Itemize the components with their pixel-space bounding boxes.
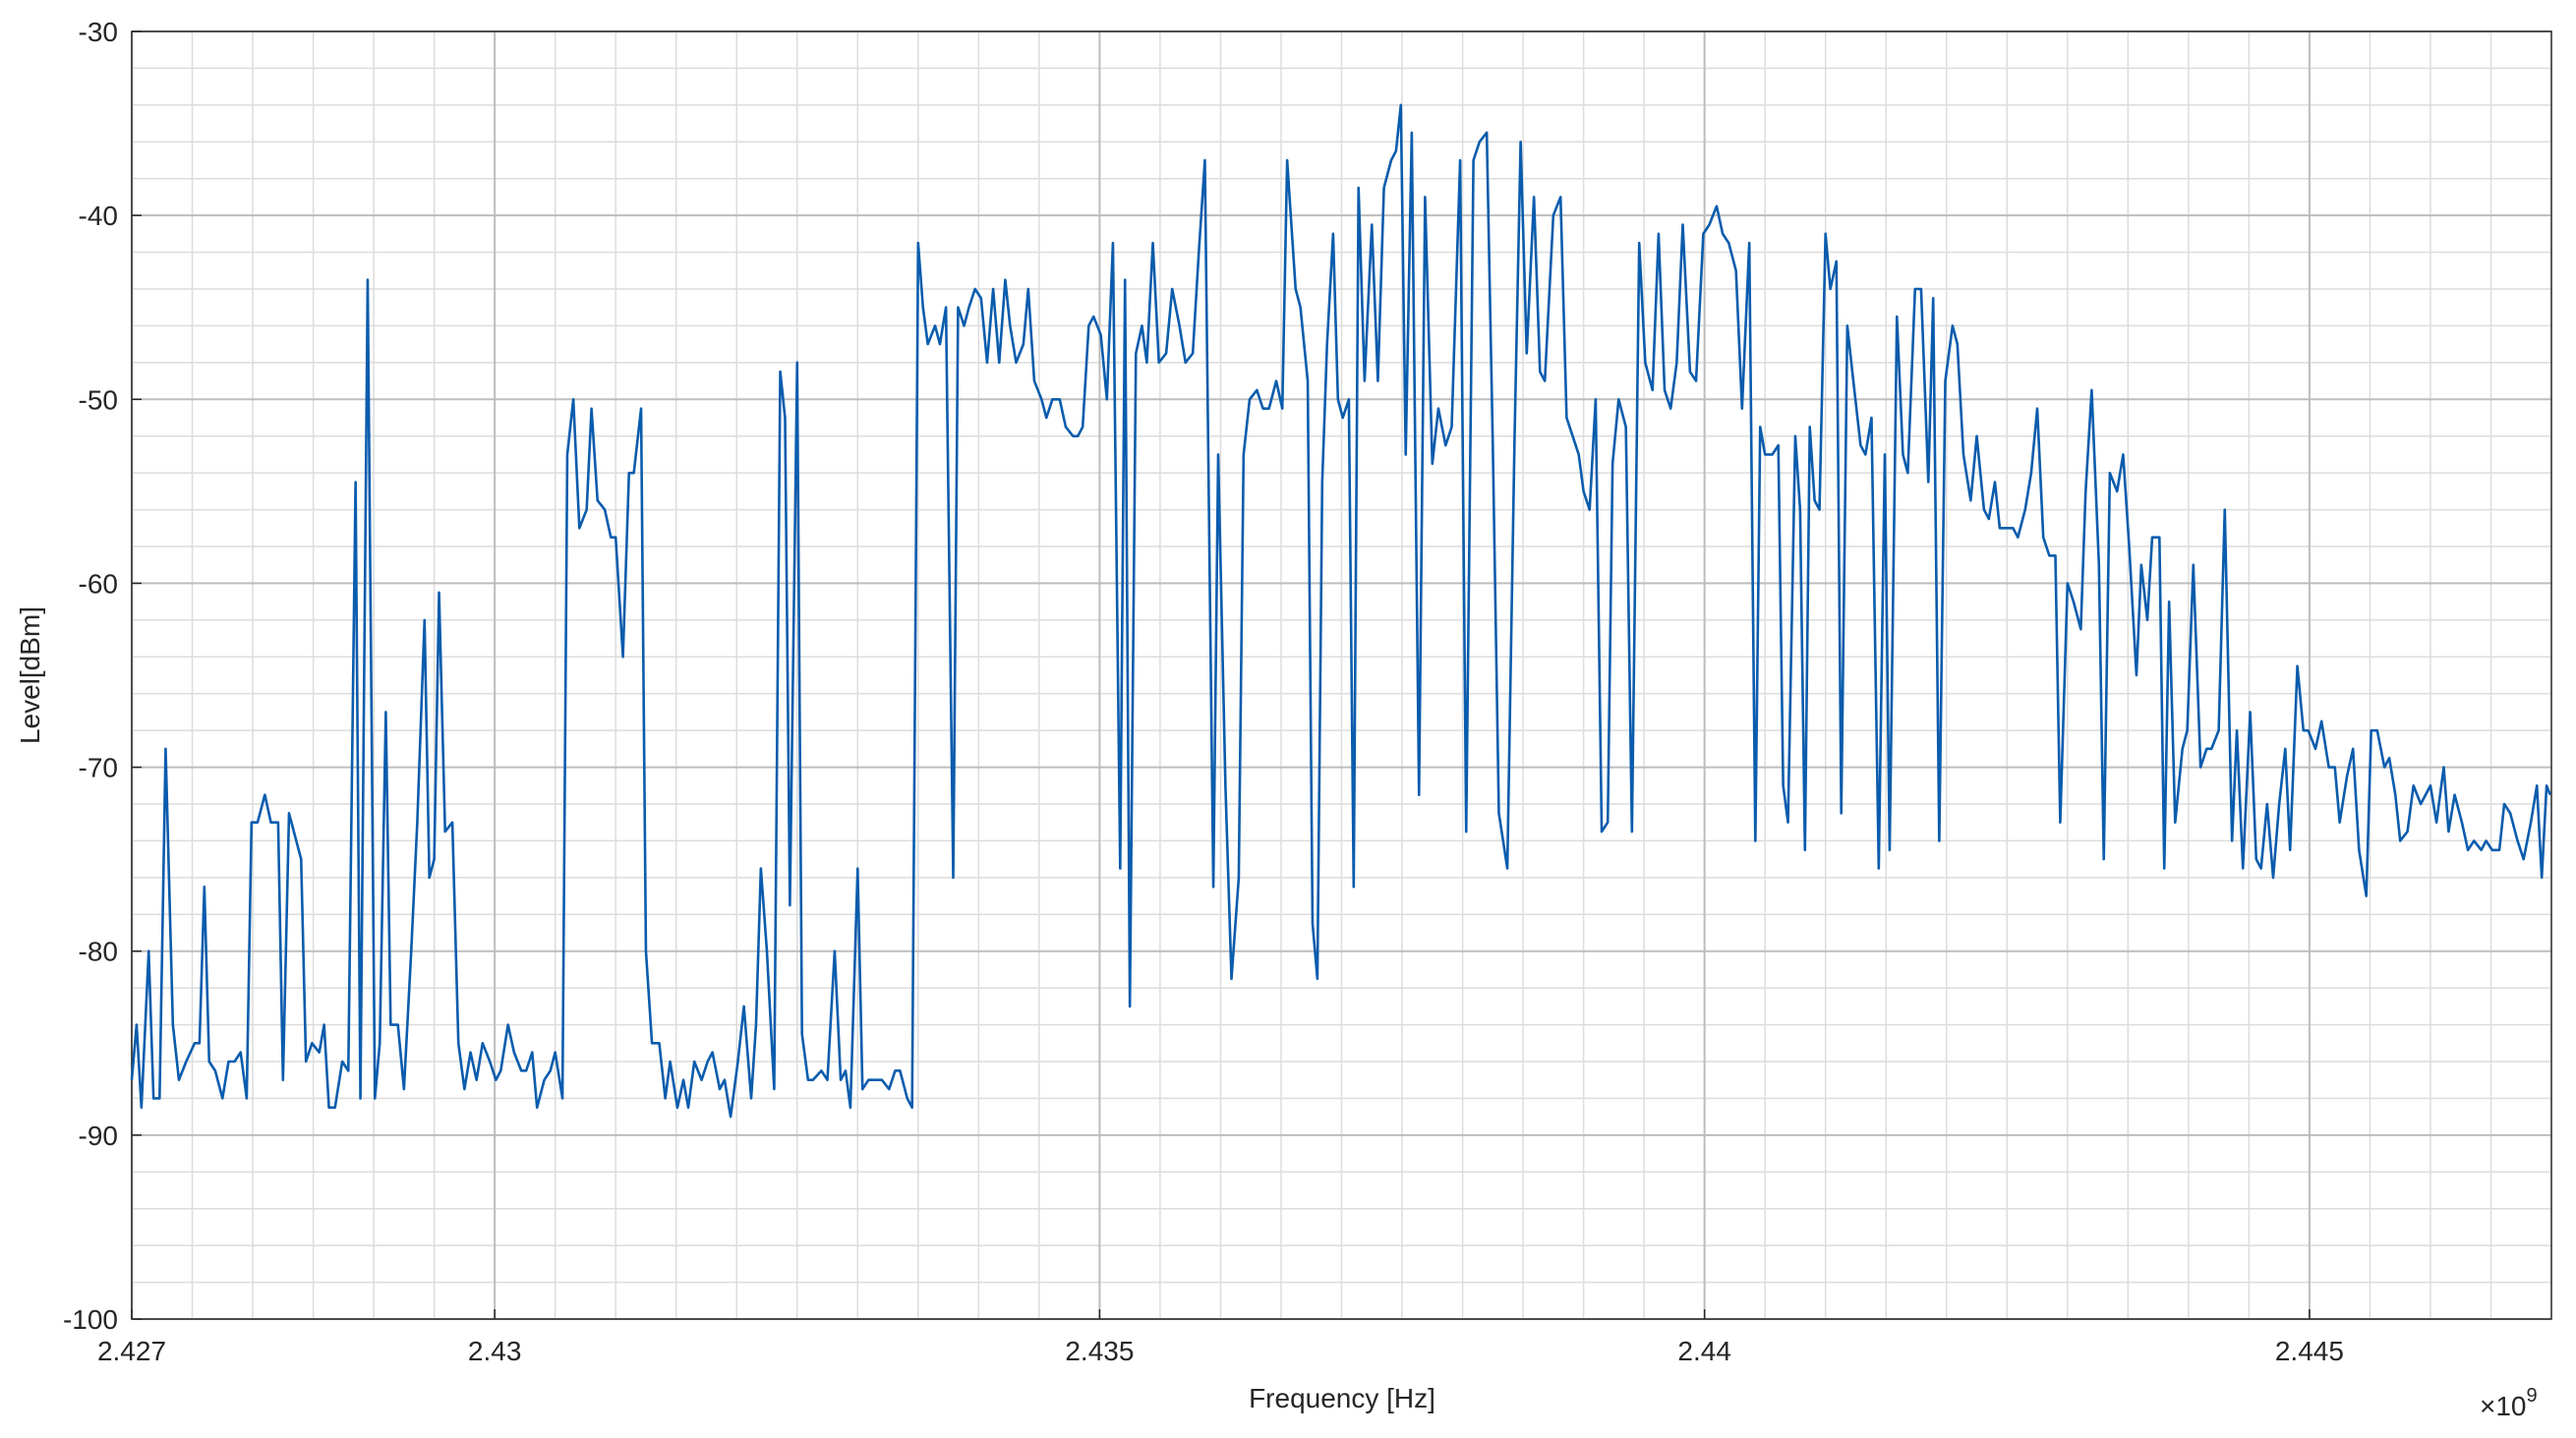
grid [131, 30, 2552, 1320]
x-multiplier-base: ×10 [2480, 1391, 2527, 1421]
x-tick-label: 2.427 [97, 1336, 166, 1366]
x-axis-label: Frequency [Hz] [1249, 1383, 1435, 1413]
y-tick-label: -90 [79, 1121, 118, 1151]
plot-frame [131, 30, 2552, 1320]
y-tick-label: -70 [79, 753, 118, 783]
y-tick-label: -50 [79, 384, 118, 415]
y-tick-label: -40 [79, 201, 118, 231]
plot-lines [130, 30, 2551, 1320]
x-tick-label: 2.43 [468, 1336, 522, 1366]
y-tick-label: -60 [79, 568, 118, 599]
labels: 2.427 2.43 2.435 2.44 2.445 -100 -90 -80 -70 -60 -… [63, 17, 2344, 1366]
x-tick-label: 2.445 [2275, 1336, 2344, 1366]
x-tick-label: 2.44 [1677, 1336, 1731, 1366]
x-tick-label: 2.435 [1065, 1336, 1134, 1366]
data-line [130, 103, 2551, 1119]
x-multiplier-exponent: 9 [2527, 1385, 2538, 1407]
y-tick-label: -100 [63, 1304, 118, 1335]
y-tick-label: -30 [79, 17, 118, 47]
x-multiplier: ×109 [2480, 1385, 2538, 1421]
y-axis-label: Level[dBm] [15, 606, 45, 744]
y-tick-label: -80 [79, 937, 118, 967]
